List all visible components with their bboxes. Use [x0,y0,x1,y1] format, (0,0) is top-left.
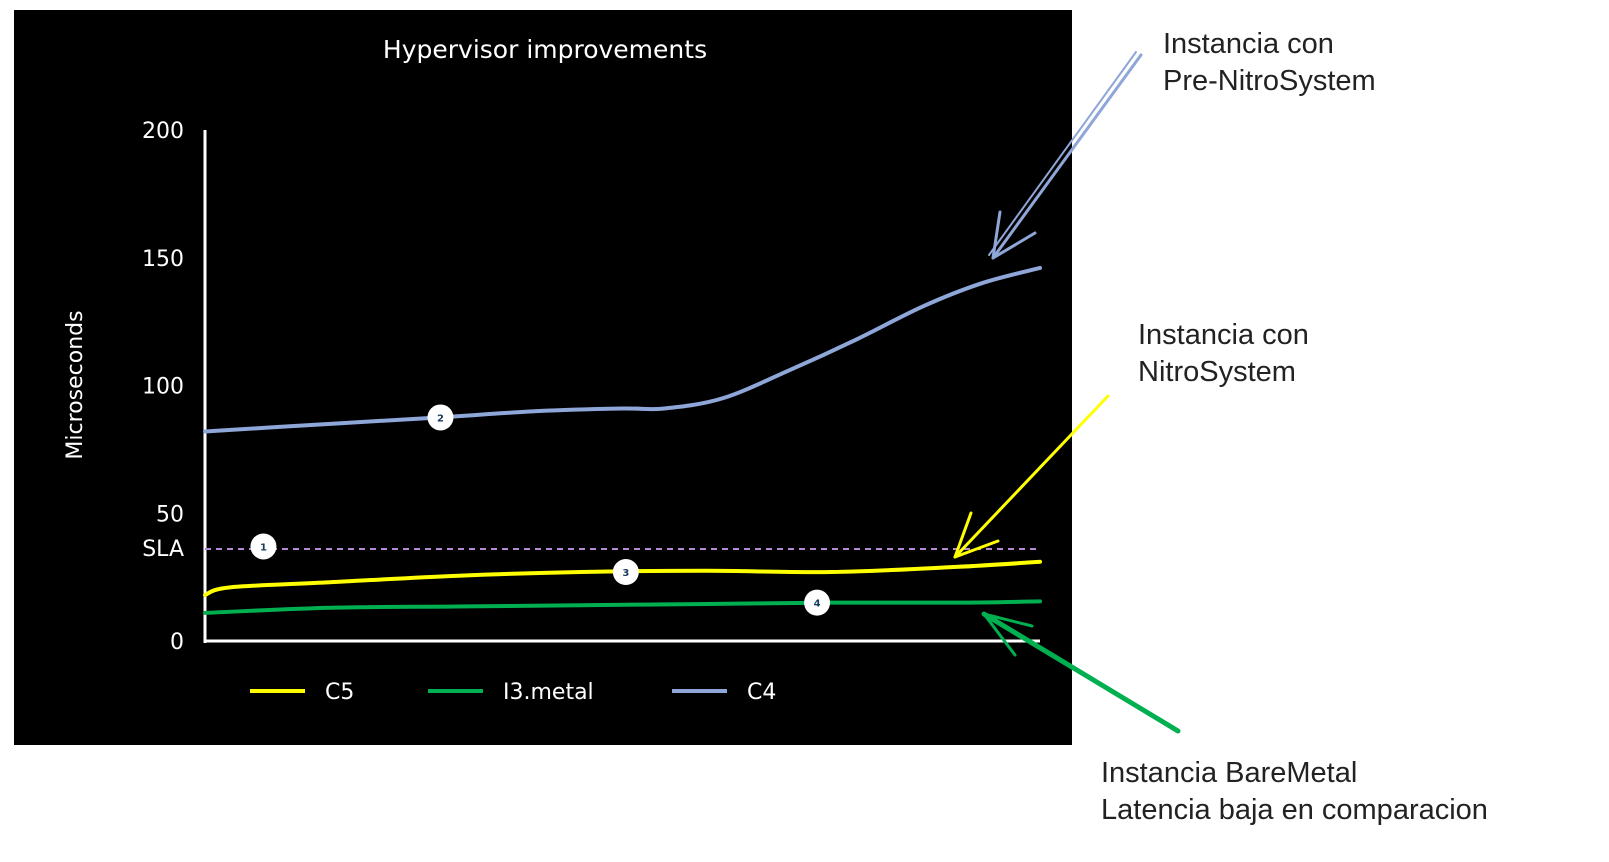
annotation-pre-nitro: Instancia con Pre-NitroSystem [1163,26,1376,100]
annotation-pre-nitro-line-1: Instancia con [1163,28,1334,60]
annotation-arrow-head [953,511,1000,559]
markers-layer: 1 2 3 4 [250,404,831,616]
annotation-nitro: Instancia con NitroSystem [1138,317,1309,391]
sla-label: SLA [142,537,184,562]
legend-label: C5 [325,680,354,705]
y-axis-label: Microseconds [63,310,88,459]
annotation-nitro-line-1: Instancia con [1138,319,1309,351]
annotation-pre-nitro-line-2: Pre-NitroSystem [1163,65,1376,97]
series-line-c5 [203,559,1042,598]
y-tick-label: 150 [142,247,184,272]
annotation-arrow-shaft [981,611,1181,734]
y-tick-label: 100 [142,375,184,400]
series-layer [203,265,1042,615]
marker-circle [804,589,831,616]
axes-layer: 0 50 100 150 200 [142,119,1040,655]
y-tick-label: 50 [156,502,184,527]
legend-label: I3.metal [503,680,594,705]
legend-label: C4 [747,680,776,705]
marker-label: 4 [814,599,821,610]
marker-label: 2 [437,413,444,424]
annotation-baremetal-line-1: Instancia BareMetal [1101,757,1358,789]
chart-panel [14,10,1072,745]
y-tick-label: 200 [142,119,184,144]
chart-title: Hypervisor improvements [383,35,707,64]
marker-circle [612,559,639,586]
marker-circle [250,533,277,560]
y-tick-label: 0 [170,630,184,655]
annotation-arrows [953,51,1181,734]
annotation-arrow-shaft [991,53,1143,260]
marker-label: 3 [622,568,629,579]
series-line-c4 [203,265,1042,434]
marker-label: 1 [260,542,267,553]
annotation-baremetal: Instancia BareMetal Latencia baja en com… [1101,755,1488,829]
marker-circle [427,404,454,431]
series-line-i3-metal [203,599,1042,615]
annotation-arrow-head [991,210,1037,260]
annotation-nitro-line-2: NitroSystem [1138,356,1296,388]
annotation-arrow-head [982,612,1034,657]
annotation-baremetal-line-2: Latencia baja en comparacion [1101,794,1488,826]
annotation-arrow-shaft [953,394,1110,559]
annotation-arrow-shaft [988,51,1137,256]
legend: C5 I3.metal C4 [250,680,776,705]
